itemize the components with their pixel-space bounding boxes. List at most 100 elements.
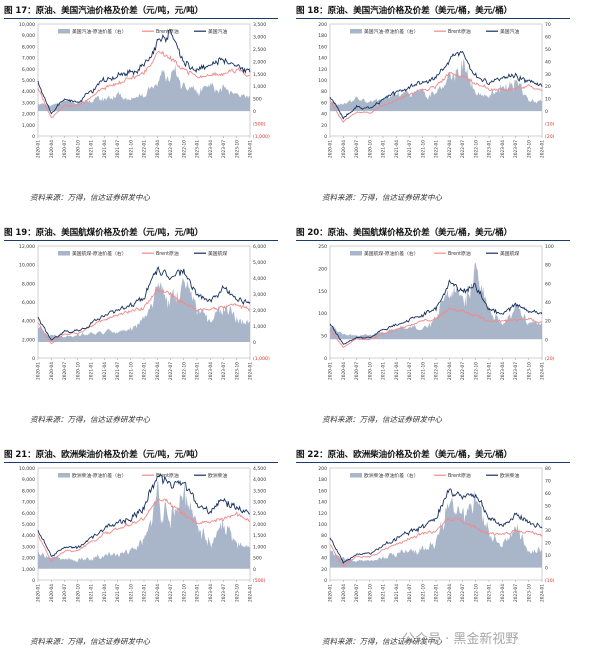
x-tick-label: 2021-10 [420, 140, 426, 158]
left-tick-label: 6,000 [22, 300, 35, 306]
x-tick-label: 2023-04 [500, 140, 506, 158]
right-tick-label: 4,000 [253, 276, 266, 282]
x-tick-label: 2020-07 [354, 584, 360, 602]
x-tick-label: 2021-01 [89, 362, 95, 380]
right-tick-label: 1,000 [253, 324, 266, 330]
chart-frame: 12,000 10,000 8,000 6,000 4,000 2,000 0 6,000 5,… [0, 242, 280, 408]
legend-swatch-spread [58, 251, 70, 256]
right-tick-label: 4,500 [253, 466, 266, 472]
x-tick-label: 2022-04 [447, 140, 453, 158]
right-tick-label: 500 [253, 97, 262, 103]
left-tick-label: 7,000 [22, 56, 35, 62]
x-tick-label: 2022-07 [168, 584, 174, 602]
x-tick-label: 2021-01 [381, 140, 387, 158]
left-tick-label: 12,000 [19, 244, 35, 250]
x-tick-label: 2022-01 [142, 362, 148, 380]
left-tick-label: 180 [318, 33, 327, 39]
right-tick-label: 0 [545, 566, 548, 572]
chart-frame: 10,000 9,000 8,000 7,000 6,000 5,000 4,000 3,00… [0, 464, 280, 630]
x-tick-label: 2023-07 [221, 584, 227, 602]
source-note: 资料来源：万得，信达证券研发中心 [30, 415, 150, 424]
right-tick-label: 30 [545, 528, 551, 534]
left-tick-label: 6,000 [22, 511, 35, 517]
spread-area [330, 58, 542, 112]
left-tick-label: 8,000 [22, 488, 35, 494]
left-tick-label: 150 [318, 289, 327, 295]
source-note: 资料来源：万得，信达证券研发中心 [322, 637, 442, 646]
left-tick-label: 7,000 [22, 500, 35, 506]
left-tick-label: 3,000 [22, 100, 35, 106]
right-tick-label: 80 [545, 263, 551, 269]
x-tick-label: 2023-07 [221, 140, 227, 158]
x-tick-label: 2024-01 [540, 140, 546, 158]
legend-swatch-spread [58, 473, 70, 478]
legend-swatch-spread [350, 473, 362, 478]
legend-label: Brent原油 [156, 28, 179, 35]
left-tick-label: 200 [318, 466, 327, 472]
right-tick-label: 3,000 [253, 34, 266, 40]
x-tick-label: 2023-07 [221, 362, 227, 380]
left-tick-label: 2,000 [22, 337, 35, 343]
chart-svg: 12,000 10,000 8,000 6,000 4,000 2,000 0 6,000 5,… [19, 244, 270, 380]
left-tick-label: 140 [318, 500, 327, 506]
x-tick-label: 2022-01 [142, 140, 148, 158]
legend-label: Brent原油 [448, 28, 471, 35]
x-tick-label: 2020-07 [62, 140, 68, 158]
legend-label: Brent原油 [156, 472, 179, 479]
x-tick-label: 2022-10 [181, 584, 187, 602]
chart-frame: 200 180 160 140 120 100 80 60 40 20 0 70 60 50 40 30 20 1… [292, 20, 572, 186]
x-tick-label: 2023-10 [234, 140, 240, 158]
right-tick-label: (20) [545, 356, 555, 362]
left-tick-label: 20 [321, 567, 327, 573]
right-tick-label: 70 [545, 22, 551, 28]
legend-label: 美国汽油-原油价差（右） [364, 28, 419, 35]
chart-panel-fig21: 图 21：原油、欧洲柴油价格及价差（元/吨，元/吨） 10,000 9,000 8,… [0, 448, 280, 656]
x-tick-label: 2023-04 [208, 584, 214, 602]
left-tick-label: 50 [321, 334, 327, 340]
right-tick-label: (1,000) [253, 134, 270, 140]
right-tick-label: 10 [545, 553, 551, 559]
x-tick-label: 2021-07 [115, 140, 121, 158]
spread-area [38, 64, 250, 112]
right-tick-label: 60 [545, 281, 551, 287]
x-tick-label: 2021-10 [420, 362, 426, 380]
x-tick-label: 2023-04 [208, 140, 214, 158]
legend-label: Brent原油 [448, 472, 471, 479]
right-tick-label: 6,000 [253, 244, 266, 250]
legend-label: Brent原油 [448, 250, 471, 257]
left-tick-label: 100 [318, 311, 327, 317]
x-tick-label: 2021-04 [394, 140, 400, 158]
left-tick-label: 160 [318, 44, 327, 50]
left-tick-label: 9,000 [22, 33, 35, 39]
plot-frame [329, 245, 543, 359]
x-tick-label: 2020-07 [62, 362, 68, 380]
x-tick-label: 2023-01 [487, 584, 493, 602]
x-tick-label: 2020-07 [62, 584, 68, 602]
x-tick-label: 2021-01 [381, 362, 387, 380]
x-tick-label: 2022-07 [460, 584, 466, 602]
left-tick-label: 3,000 [22, 544, 35, 550]
x-tick-label: 2021-10 [420, 584, 426, 602]
chart-panel-fig18: 图 18：原油、美国汽油价格及价差（美元/桶，美元/桶） 200 180 160 14… [292, 4, 572, 212]
x-tick-label: 2022-04 [155, 584, 161, 602]
x-tick-label: 2020-01 [36, 584, 42, 602]
legend-label: 欧洲柴油-原油价差（右） [72, 472, 127, 479]
source-note: 资料来源：万得，信达证券研发中心 [322, 415, 442, 424]
right-tick-label: 3,000 [253, 500, 266, 506]
left-tick-label: 0 [32, 356, 35, 362]
x-tick-label: 2020-10 [75, 140, 81, 158]
right-tick-label: 0 [545, 109, 548, 115]
left-tick-label: 60 [321, 100, 327, 106]
legend-label: Brent原油 [156, 250, 179, 257]
left-tick-label: 8,000 [22, 44, 35, 50]
chart-svg: 10,000 9,000 8,000 7,000 6,000 5,000 4,000 3,00… [19, 22, 270, 158]
x-tick-label: 2022-04 [155, 140, 161, 158]
x-tick-label: 2023-10 [526, 584, 532, 602]
left-tick-label: 100 [318, 78, 327, 84]
legend-label: 美国汽油 [208, 28, 227, 35]
x-tick-label: 2023-01 [195, 140, 201, 158]
x-tick-label: 2022-04 [155, 362, 161, 380]
right-tick-label: 0 [253, 340, 256, 346]
product-line [37, 472, 250, 557]
x-tick-label: 2023-04 [500, 584, 506, 602]
